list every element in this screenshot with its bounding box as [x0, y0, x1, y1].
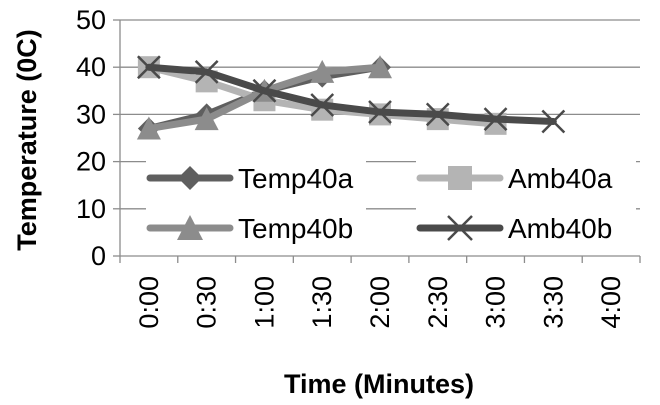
data-point-Amb40b	[252, 78, 277, 103]
legend-label: Temp40a	[238, 163, 354, 194]
data-point-Amb40b	[425, 102, 450, 127]
legend-entry-Temp40b: Temp40b	[146, 206, 366, 248]
x-tick-label: 4:00	[596, 276, 626, 329]
x-tick-label: 1:00	[249, 276, 279, 329]
legend-entry-Amb40b: Amb40b	[416, 206, 636, 248]
y-tick-label: 10	[76, 194, 106, 224]
series-group	[136, 55, 566, 140]
data-point-Amb40b	[310, 93, 335, 117]
data-point-Temp40b	[310, 59, 335, 83]
x-tick-label: 0:30	[192, 276, 222, 329]
data-point-Amb40b	[368, 100, 392, 124]
tick-labels: 0 10 20 30 40 50 0:00 0:30 1:00 1:30 2:00 2:30 3:00 3…	[76, 5, 626, 329]
axes	[113, 19, 641, 263]
legend-label: Amb40b	[508, 213, 612, 244]
x-axis-title: Time (Minutes)	[284, 369, 474, 399]
data-point-Amb40b-stroke-b	[194, 60, 219, 84]
data-point-Amb40b	[483, 107, 508, 132]
data-point-Amb40b	[194, 60, 219, 84]
y-tick-label: 40	[76, 52, 106, 82]
legend-label: Amb40a	[508, 163, 613, 194]
data-point-Amb40b-stroke-b	[368, 100, 392, 124]
x-tick-label: 0:00	[134, 276, 164, 329]
x-tick-label: 3:00	[481, 276, 511, 329]
data-point-Amb40b-stroke-b	[541, 109, 566, 134]
series-Amb40b	[137, 55, 566, 134]
x-tick-label: 2:30	[423, 276, 453, 329]
data-point-Temp40b	[194, 107, 219, 131]
series-line-Amb40b	[145, 63, 557, 125]
y-tick-label: 50	[76, 5, 106, 35]
x-tick-label: 2:00	[365, 276, 395, 329]
data-point-Amb40b-stroke-b	[137, 55, 161, 80]
x-tick-label: 1:30	[307, 276, 337, 329]
data-point-Temp40b	[136, 116, 161, 140]
data-point-Amb40b	[541, 109, 566, 134]
y-tick-label: 0	[91, 241, 106, 271]
data-point-Temp40b	[368, 55, 392, 79]
data-point-Amb40b-stroke-b	[252, 78, 277, 103]
legend-swatch-marker	[178, 166, 202, 190]
legend-swatch-marker	[177, 215, 203, 240]
data-point-Amb40b-stroke-b	[310, 93, 335, 117]
data-point-Amb40b	[137, 55, 161, 80]
legend: Temp40a Amb40a Temp40b Amb40b	[146, 156, 636, 248]
data-point-Amb40b-stroke-b	[483, 107, 508, 132]
legend-swatch-marker	[447, 215, 473, 241]
legend-entry-Amb40a: Amb40a	[416, 156, 636, 198]
legend-entry-Temp40a: Temp40a	[146, 156, 366, 198]
y-axis-title: Temperature (0C)	[12, 29, 42, 251]
data-point-Amb40b-stroke-b	[425, 102, 450, 127]
legend-swatch-marker-stroke-b	[447, 215, 473, 241]
y-tick-label: 20	[76, 147, 106, 177]
x-tick-label: 3:30	[538, 276, 568, 329]
legend-label: Temp40b	[238, 213, 353, 244]
legend-swatch-marker	[448, 166, 472, 190]
y-tick-label: 30	[76, 99, 106, 129]
